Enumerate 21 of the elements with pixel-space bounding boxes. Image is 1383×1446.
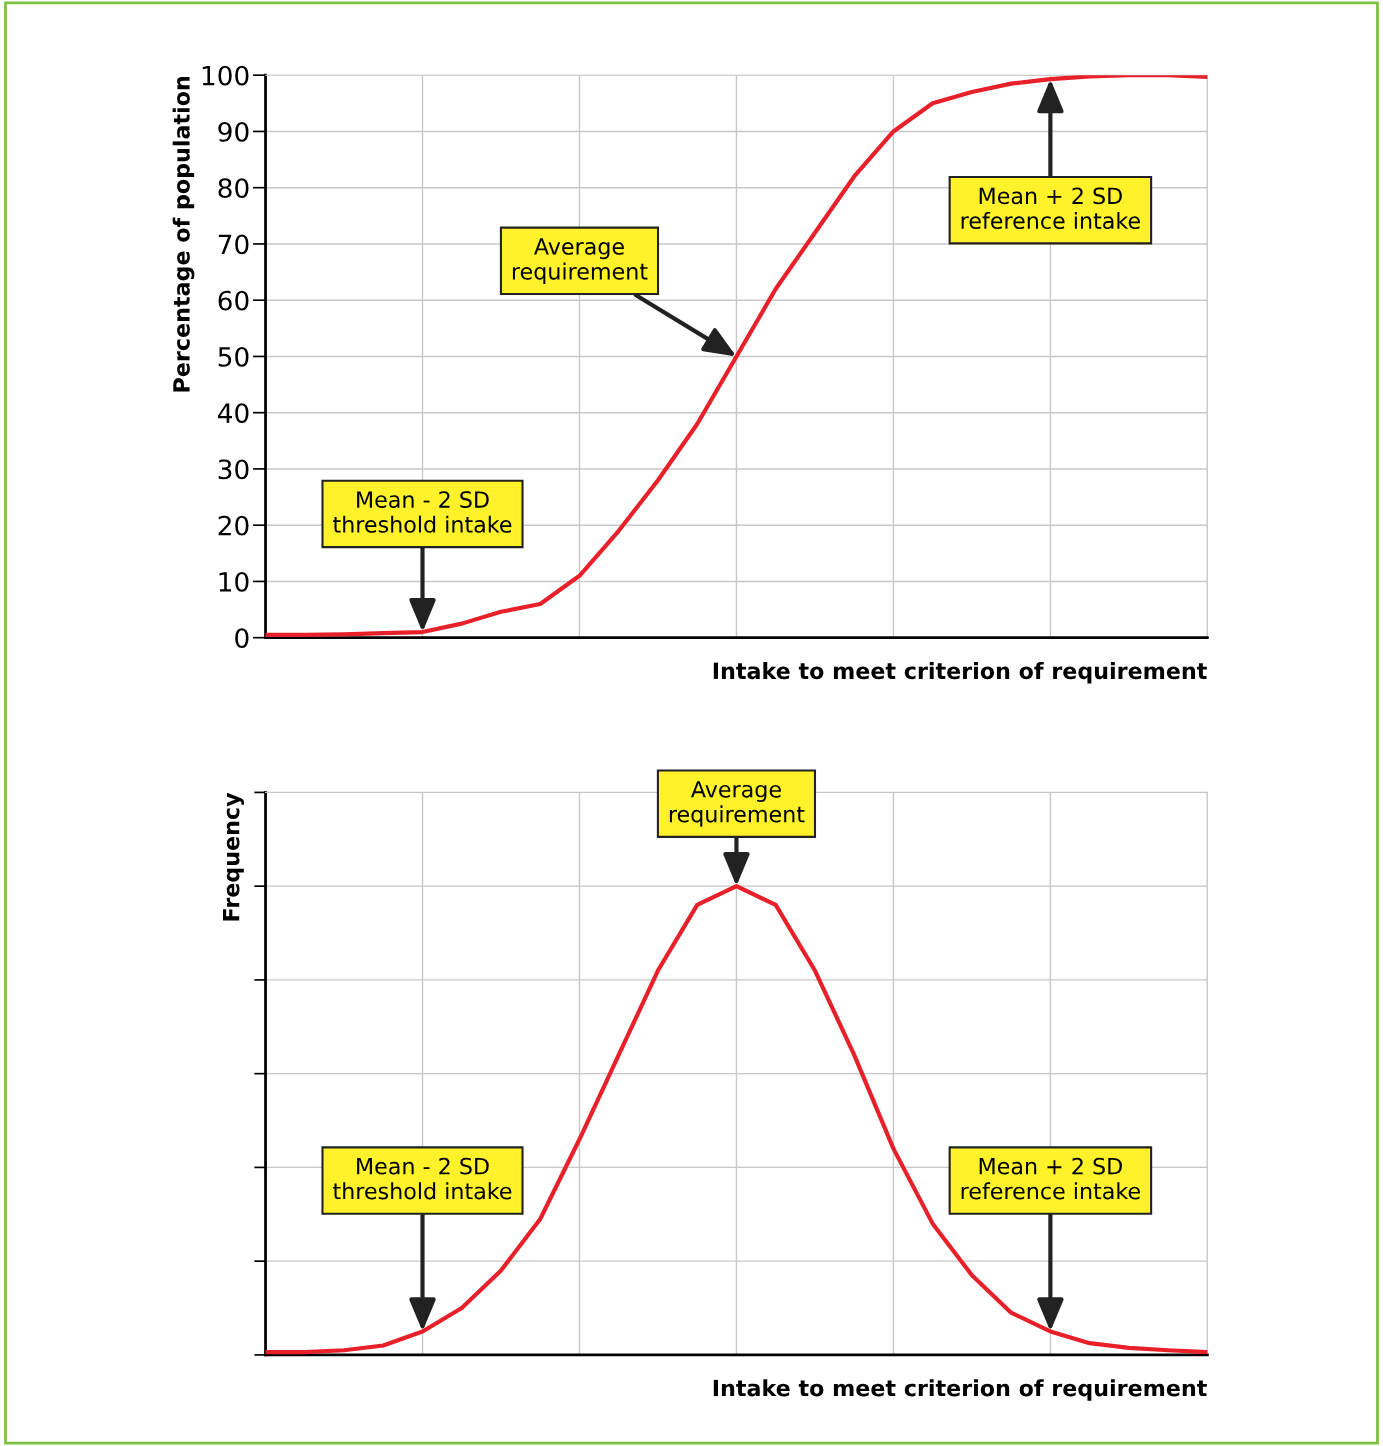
y-tick-label: 50 (218, 346, 249, 367)
y-tick-label: 40 (217, 403, 249, 424)
y-tick-label: 100 (202, 65, 249, 86)
y-axis-title: Percentage of population (172, 76, 195, 392)
x-axis-title: Intake to meet criterion of requirement (713, 1379, 1207, 1401)
y-tick-label: 70 (218, 234, 249, 255)
y-tick-label: 30 (218, 459, 249, 480)
y-tick-label: 60 (218, 290, 249, 311)
y-axis-title: Frequency (223, 792, 245, 921)
text: Average requirement (669, 781, 805, 827)
y-tick-label: 80 (218, 178, 249, 199)
annotation: Mean + 2 SD reference intake (961, 1157, 1140, 1200)
annotation: Mean - 2 SD threshold intake (333, 491, 512, 533)
y-tick-label: 10 (219, 571, 249, 592)
y-tick-label: 0 (235, 628, 249, 649)
annotation: Average requirement (512, 238, 648, 285)
y-tick-label: 20 (218, 515, 249, 536)
x-axis-title: Intake to meet criterion of requirement (713, 661, 1207, 684)
y-tick-label: 90 (218, 121, 249, 142)
annotation: Mean + 2 SD reference intake (961, 187, 1140, 230)
annotation: Mean - 2 SD threshold intake (333, 1157, 512, 1200)
